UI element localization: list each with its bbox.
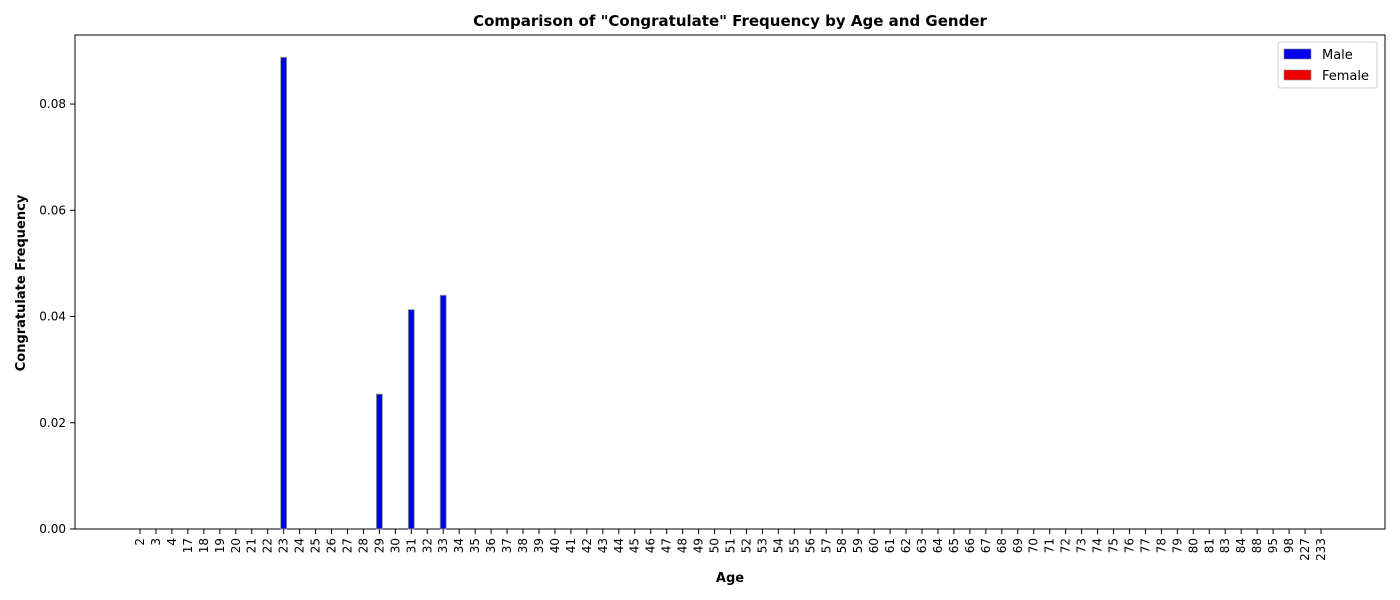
y-tick-label: 0.02 xyxy=(39,416,66,430)
x-tick-label: 60 xyxy=(867,538,881,553)
x-tick-label: 32 xyxy=(420,538,434,553)
x-tick-label: 74 xyxy=(1091,538,1105,553)
x-tick-label: 56 xyxy=(803,538,817,553)
x-tick-label: 80 xyxy=(1186,538,1200,553)
y-tick-label: 0.04 xyxy=(39,310,66,324)
x-tick-label: 45 xyxy=(628,538,642,553)
x-tick-label: 35 xyxy=(468,538,482,553)
x-tick-label: 49 xyxy=(692,538,706,553)
bar-male xyxy=(280,56,288,530)
x-tick-label: 41 xyxy=(564,538,578,553)
y-tick-label: 0.00 xyxy=(39,522,66,536)
x-tick-label: 63 xyxy=(915,538,929,553)
x-tick-label: 47 xyxy=(660,538,674,553)
x-tick-label: 68 xyxy=(995,538,1009,553)
x-tick-label: 95 xyxy=(1266,538,1280,553)
x-axis-label: Age xyxy=(716,571,744,586)
x-tick-label: 38 xyxy=(516,538,530,553)
x-tick-label: 76 xyxy=(1122,538,1136,553)
x-tick-label: 23 xyxy=(277,538,291,553)
x-tick-label: 70 xyxy=(1027,538,1041,553)
x-tick-label: 40 xyxy=(548,538,562,553)
x-tick-label: 2 xyxy=(133,538,147,546)
x-tick-label: 17 xyxy=(181,538,195,553)
x-tick-label: 52 xyxy=(739,538,753,553)
x-tick-label: 26 xyxy=(325,538,339,553)
x-tick-label: 25 xyxy=(309,538,323,553)
x-tick-label: 53 xyxy=(755,538,769,553)
x-tick-label: 77 xyxy=(1138,538,1152,553)
x-tick-label: 28 xyxy=(356,538,370,553)
x-tick-label: 3 xyxy=(149,538,163,546)
x-tick-label: 57 xyxy=(819,538,833,553)
x-tick-label: 37 xyxy=(500,538,514,553)
chart-title: Comparison of "Congratulate" Frequency b… xyxy=(473,12,987,30)
x-tick-label: 18 xyxy=(197,538,211,553)
x-tick-label: 48 xyxy=(676,538,690,553)
x-tick-label: 24 xyxy=(293,538,307,553)
x-tick-label: 83 xyxy=(1218,538,1232,553)
bar-male xyxy=(439,294,447,530)
x-tick-label: 98 xyxy=(1282,538,1296,553)
plot-area: 0.000.020.040.060.082 3 4 17 18 19 20 21 22 23 24 2… xyxy=(39,34,1386,561)
legend-label-male: Male xyxy=(1322,48,1353,63)
bar-male xyxy=(375,393,383,530)
x-tick-label: 31 xyxy=(404,538,418,553)
x-tick-label: 51 xyxy=(724,538,738,553)
x-tick-label: 88 xyxy=(1250,538,1264,553)
x-tick-label: 20 xyxy=(229,538,243,553)
x-tick-label: 66 xyxy=(963,538,977,553)
x-tick-label: 36 xyxy=(484,538,498,553)
plot-frame xyxy=(74,34,1386,530)
x-tick-label: 233 xyxy=(1314,538,1328,561)
x-tick-label: 21 xyxy=(245,538,259,553)
y-axis-label: Congratulate Frequency xyxy=(14,194,29,371)
x-tick-label: 46 xyxy=(644,538,658,553)
x-tick-label: 54 xyxy=(771,538,785,553)
x-tick-label: 61 xyxy=(883,538,897,553)
x-tick-label: 64 xyxy=(931,538,945,553)
x-tick-label: 43 xyxy=(596,538,610,553)
legend-swatch-male xyxy=(1283,48,1312,60)
x-tick-label: 59 xyxy=(851,538,865,553)
y-tick-label: 0.06 xyxy=(39,203,66,217)
legend-label-female: Female xyxy=(1322,69,1369,84)
x-tick-label: 4 xyxy=(165,538,179,546)
x-tick-label: 71 xyxy=(1043,538,1057,553)
x-tick-label: 30 xyxy=(388,538,402,553)
x-tick-label: 69 xyxy=(1011,538,1025,553)
x-tick-label: 33 xyxy=(436,538,450,553)
legend-swatch-female xyxy=(1283,69,1312,81)
x-tick-label: 34 xyxy=(452,538,466,553)
x-tick-label: 19 xyxy=(213,538,227,553)
x-tick-label: 22 xyxy=(261,538,275,553)
x-tick-label: 44 xyxy=(612,538,626,553)
x-tick-label: 29 xyxy=(372,538,386,553)
x-tick-label: 62 xyxy=(899,538,913,553)
x-tick-label: 58 xyxy=(835,538,849,553)
y-tick-label: 0.08 xyxy=(39,97,66,111)
x-tick-label: 227 xyxy=(1298,538,1312,561)
x-tick-label: 79 xyxy=(1170,538,1184,553)
x-tick-label: 42 xyxy=(580,538,594,553)
bar-male xyxy=(407,309,415,530)
x-tick-label: 55 xyxy=(787,538,801,553)
legend: Male Female xyxy=(1277,41,1378,89)
x-tick-label: 27 xyxy=(340,538,354,553)
x-tick-label: 84 xyxy=(1234,538,1248,553)
x-tick-label: 72 xyxy=(1059,538,1073,553)
x-tick-label: 50 xyxy=(708,538,722,553)
x-tick-label: 65 xyxy=(947,538,961,553)
x-tick-label: 39 xyxy=(532,538,546,553)
x-tick-label: 75 xyxy=(1107,538,1121,553)
x-tick-label: 78 xyxy=(1154,538,1168,553)
x-tick-label: 67 xyxy=(979,538,993,553)
x-tick-label: 73 xyxy=(1075,538,1089,553)
x-tick-label: 81 xyxy=(1202,538,1216,553)
